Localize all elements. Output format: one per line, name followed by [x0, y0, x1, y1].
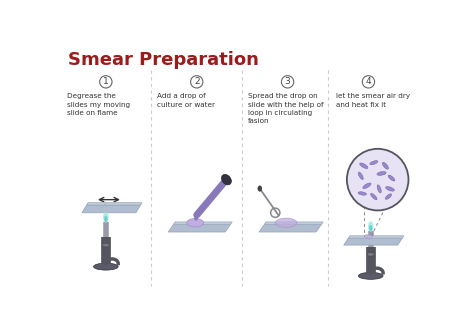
Text: Spread the drop on
slide with the help of
loop in circulating
fasion: Spread the drop on slide with the help o…	[247, 93, 323, 124]
Polygon shape	[259, 224, 321, 232]
Ellipse shape	[368, 221, 374, 232]
Ellipse shape	[275, 218, 297, 227]
Circle shape	[347, 149, 409, 211]
Ellipse shape	[365, 234, 372, 239]
Polygon shape	[264, 222, 323, 224]
Ellipse shape	[103, 212, 109, 223]
Ellipse shape	[385, 194, 392, 199]
Ellipse shape	[367, 252, 374, 256]
Ellipse shape	[102, 243, 109, 247]
Ellipse shape	[388, 175, 395, 181]
Text: 2: 2	[194, 77, 200, 86]
Ellipse shape	[383, 162, 388, 169]
Ellipse shape	[104, 216, 108, 222]
Ellipse shape	[369, 225, 372, 231]
Ellipse shape	[258, 186, 262, 191]
Ellipse shape	[370, 161, 378, 165]
Polygon shape	[82, 205, 140, 213]
Polygon shape	[87, 203, 142, 205]
Text: 4: 4	[365, 77, 371, 86]
Ellipse shape	[187, 218, 204, 227]
Text: 1: 1	[103, 77, 109, 86]
Ellipse shape	[371, 193, 377, 200]
Polygon shape	[344, 238, 402, 245]
Text: Add a drop of
culture or water: Add a drop of culture or water	[157, 93, 215, 108]
Ellipse shape	[221, 174, 231, 185]
Text: 3: 3	[285, 77, 291, 86]
Ellipse shape	[386, 187, 394, 191]
Text: let the smear air dry
and heat fix it: let the smear air dry and heat fix it	[336, 93, 410, 108]
Ellipse shape	[358, 172, 363, 180]
Text: Smear Preparation: Smear Preparation	[68, 51, 259, 69]
Polygon shape	[173, 222, 232, 224]
Ellipse shape	[358, 272, 383, 279]
Ellipse shape	[377, 185, 381, 193]
Ellipse shape	[358, 192, 366, 195]
Ellipse shape	[93, 263, 118, 270]
Polygon shape	[348, 236, 404, 238]
Ellipse shape	[377, 172, 386, 175]
Ellipse shape	[360, 163, 368, 168]
Text: Degrease the
slides my moving
slide on flame: Degrease the slides my moving slide on f…	[66, 93, 130, 116]
Ellipse shape	[363, 183, 371, 189]
Polygon shape	[168, 224, 231, 232]
